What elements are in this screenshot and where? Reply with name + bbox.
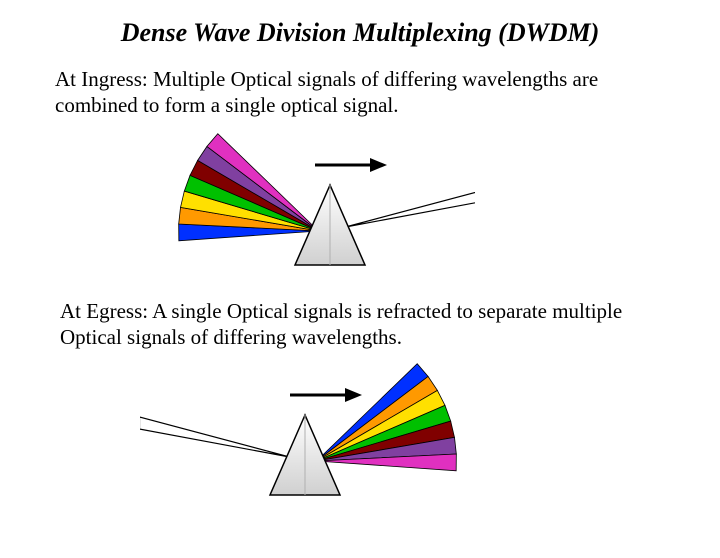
page-title: Dense Wave Division Multiplexing (DWDM): [0, 18, 720, 48]
egress-diagram: [140, 360, 490, 510]
ingress-diagram: [125, 130, 475, 280]
ingress-description: At Ingress: Multiple Optical signals of …: [55, 66, 655, 119]
egress-description: At Egress: A single Optical signals is r…: [60, 298, 660, 351]
